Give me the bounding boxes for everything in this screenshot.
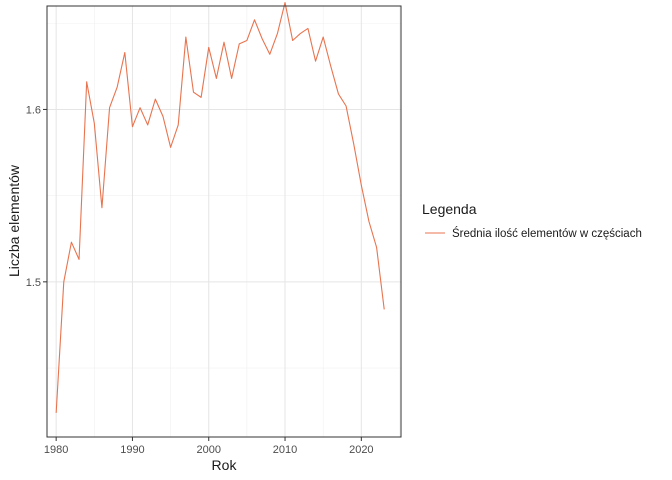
x-tick-label: 1980 (44, 444, 68, 456)
x-axis-title: Rok (212, 457, 238, 473)
x-tick-label: 2000 (196, 444, 220, 456)
y-axis: 1.5 1.6 (26, 104, 47, 289)
series-layer (55, 1, 385, 413)
x-tick-label: 1990 (120, 444, 144, 456)
major-gridlines (47, 6, 401, 437)
y-tick-label: 1.5 (26, 277, 41, 289)
legend-label: Średnia ilość elementów w częściach (452, 227, 642, 240)
y-axis-title: Liczba elementów (6, 164, 22, 277)
legend-title: Legenda (422, 201, 477, 217)
plot-border (46, 5, 402, 438)
legend: Legenda Średnia ilość elementów w części… (422, 201, 642, 240)
series-line (55, 1, 385, 413)
x-tick-label: 2020 (349, 444, 373, 456)
y-tick-label: 1.6 (26, 104, 41, 116)
x-axis: 1980 1990 2000 2010 2020 (44, 437, 374, 456)
x-tick-label: 2010 (273, 444, 297, 456)
plot-panel (47, 6, 401, 437)
minor-gridlines (47, 6, 401, 437)
